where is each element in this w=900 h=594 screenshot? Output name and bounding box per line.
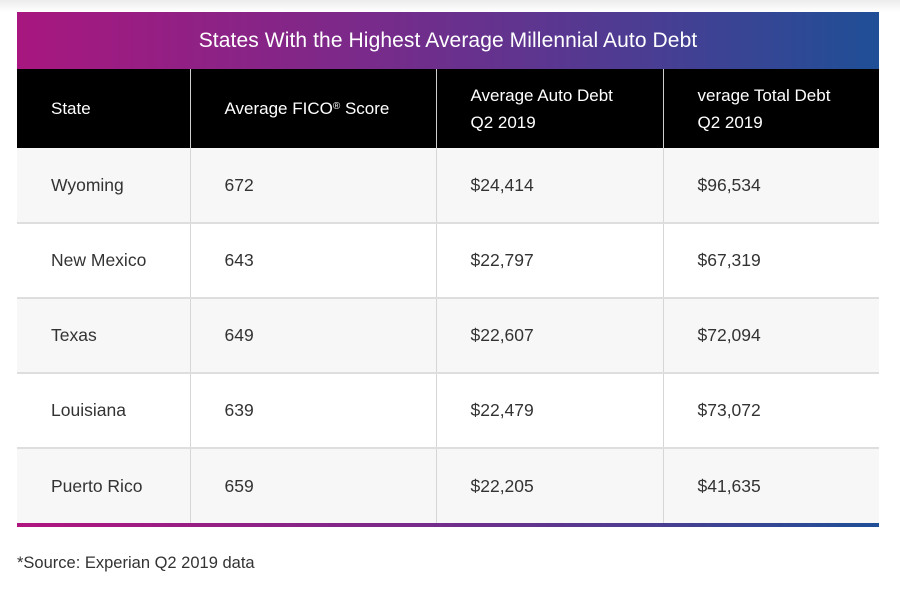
header-fico-suffix: Score bbox=[340, 99, 390, 118]
auto-debt-table-container: States With the Highest Average Millenni… bbox=[17, 12, 879, 527]
cell-auto-debt: $22,607 bbox=[435, 297, 663, 373]
cell-state: New Mexico bbox=[17, 222, 190, 298]
table-row: Louisiana 639 $22,479 $73,072 bbox=[17, 372, 879, 448]
source-footnote: *Source: Experian Q2 2019 data bbox=[17, 554, 255, 572]
cell-total-debt: $73,072 bbox=[662, 372, 879, 448]
cell-auto-debt: $22,205 bbox=[435, 447, 663, 523]
header-total-debt-line1: verage Total Debt bbox=[697, 85, 831, 105]
top-shadow bbox=[0, 0, 900, 12]
cell-fico: 649 bbox=[189, 297, 436, 373]
table-row: New Mexico 643 $22,797 $67,319 bbox=[17, 222, 879, 298]
cell-fico: 643 bbox=[189, 222, 436, 298]
header-auto-debt-line2: Q2 2019 bbox=[470, 112, 536, 132]
header-fico-label: Average FICO bbox=[224, 99, 333, 118]
cell-auto-debt: $24,414 bbox=[435, 148, 663, 223]
cell-state: Puerto Rico bbox=[17, 447, 190, 523]
header-auto-debt-line1: Average Auto Debt bbox=[470, 85, 613, 105]
header-total-debt-line2: Q2 2019 bbox=[697, 112, 763, 132]
cell-state: Texas bbox=[17, 297, 190, 373]
table-bottom-accent-bar bbox=[17, 523, 879, 527]
header-state-label: State bbox=[51, 99, 91, 118]
cell-fico: 659 bbox=[189, 447, 436, 523]
cell-total-debt: $41,635 bbox=[662, 447, 879, 523]
registered-mark: ® bbox=[332, 101, 341, 112]
cell-total-debt: $67,319 bbox=[662, 222, 879, 298]
cell-total-debt: $72,094 bbox=[662, 297, 879, 373]
cell-state: Wyoming bbox=[17, 148, 190, 223]
table-row: Wyoming 672 $24,414 $96,534 bbox=[17, 148, 879, 223]
cell-state: Louisiana bbox=[17, 372, 190, 448]
header-total-debt: verage Total Debt Q2 2019 bbox=[662, 69, 879, 148]
cell-auto-debt: $22,479 bbox=[435, 372, 663, 448]
header-state: State bbox=[17, 69, 190, 148]
table-title: States With the Highest Average Millenni… bbox=[17, 12, 879, 69]
cell-total-debt: $96,534 bbox=[662, 148, 879, 223]
cell-fico: 639 bbox=[189, 372, 436, 448]
header-auto-debt: Average Auto Debt Q2 2019 bbox=[435, 69, 663, 148]
header-fico: Average FICO® Score bbox=[189, 69, 436, 148]
auto-debt-table: State Average FICO® Score Average Auto D… bbox=[17, 69, 879, 523]
cell-auto-debt: $22,797 bbox=[435, 222, 663, 298]
cell-fico: 672 bbox=[189, 148, 436, 223]
table-row: Puerto Rico 659 $22,205 $41,635 bbox=[17, 447, 879, 523]
table-row: Texas 649 $22,607 $72,094 bbox=[17, 297, 879, 373]
header-row: State Average FICO® Score Average Auto D… bbox=[17, 69, 879, 148]
